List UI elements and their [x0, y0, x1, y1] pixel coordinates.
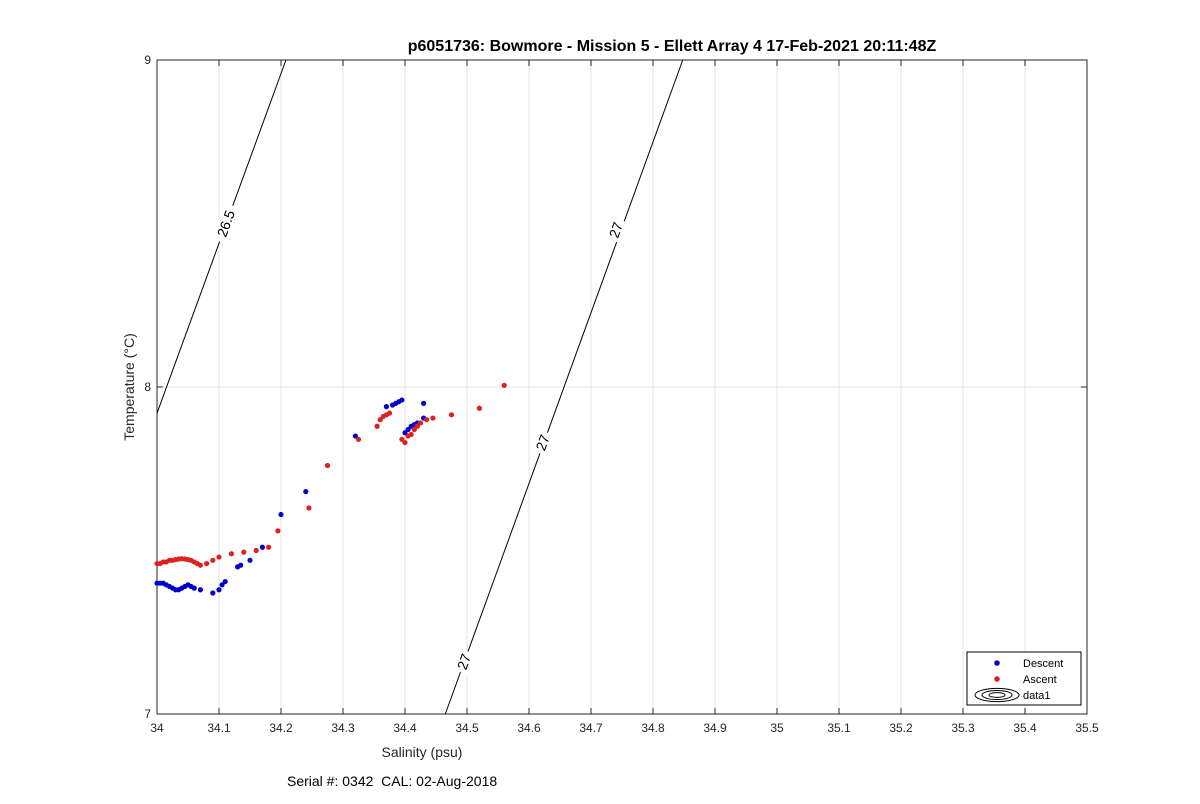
ascent-point: [210, 557, 216, 563]
descent-point: [399, 397, 405, 403]
ascent-point: [377, 417, 383, 423]
descent-point: [222, 578, 228, 585]
ascent-point: [355, 436, 362, 442]
descent-point: [402, 430, 408, 436]
ascent-point: [417, 420, 424, 426]
descent-point: [405, 426, 411, 433]
data-points: [154, 382, 507, 596]
legend-box: [966, 651, 1082, 706]
legend-label: data1: [1023, 690, 1051, 702]
legend: Descent Ascent data1: [966, 651, 1082, 706]
contour-label-bg: [531, 429, 554, 456]
descent-point: [216, 587, 222, 593]
ascent-point: [266, 544, 272, 550]
legend-contour-ring: [981, 690, 1013, 700]
ascent-point: [306, 505, 312, 511]
descent-point: [210, 590, 216, 596]
serial-cal-footer: Serial #: 0342 CAL: 02-Aug-2018: [287, 773, 498, 789]
descent-point: [238, 562, 244, 568]
ascent-point: [253, 547, 259, 554]
y-axis-label: Temperature (°C): [121, 333, 137, 441]
x-tick-label: 34.9: [703, 721, 727, 735]
ascent-point: [402, 439, 408, 446]
x-tick-label: 34: [150, 721, 164, 735]
descent-point: [219, 582, 225, 588]
ascent-point: [411, 426, 417, 433]
contour-label-bg: [452, 648, 476, 675]
descent-point: [197, 587, 203, 593]
descent-point: [259, 544, 265, 550]
contour-label: 27: [532, 432, 552, 452]
legend-label: Ascent: [1023, 674, 1057, 686]
ascent-point: [374, 423, 380, 429]
x-tick-label: 35: [770, 721, 784, 735]
y-tick-label: 8: [144, 380, 151, 394]
x-axis-label: Salinity (psu): [382, 744, 463, 760]
x-tick-label: 35.2: [889, 721, 913, 735]
descent-point: [278, 511, 284, 518]
x-tick-label: 34.1: [207, 721, 231, 735]
contour-label-bg: [604, 216, 628, 244]
ascent-point: [448, 412, 455, 418]
ascent-point: [228, 551, 234, 557]
grid: [156, 59, 1088, 715]
y-ticks: 7 8 9: [144, 53, 1087, 721]
x-tick-label: 34.7: [579, 721, 603, 735]
x-tick-label: 35.4: [1013, 721, 1037, 735]
series-ascent: [154, 382, 507, 568]
descent-point: [383, 404, 389, 410]
contour-label: 27: [606, 220, 626, 240]
ascent-point: [204, 560, 210, 567]
descent-point: [191, 585, 197, 591]
x-tick-label: 34.2: [269, 721, 293, 735]
ascent-point: [386, 410, 393, 416]
ascent-point: [414, 423, 420, 429]
x-tick-label: 35.5: [1075, 721, 1099, 735]
legend-contour-icon: [974, 687, 1020, 703]
x-tick-label: 35.3: [951, 721, 975, 735]
ascent-point: [275, 528, 281, 534]
contour-label-bg: [211, 202, 240, 245]
ascent-point: [197, 562, 203, 568]
legend-contour-ring: [974, 687, 1020, 703]
descent-point: [352, 433, 358, 439]
descent-point: [247, 557, 253, 563]
x-tick-label: 34.4: [393, 721, 417, 735]
ascent-point: [216, 554, 222, 560]
legend-label: Descent: [1023, 658, 1063, 670]
y-tick-label: 7: [144, 707, 151, 721]
legend-contour-ring: [988, 692, 1006, 698]
ascent-point: [476, 405, 482, 411]
descent-point: [303, 489, 309, 495]
contour-label: 27: [454, 651, 474, 671]
contour-label: 26.5: [214, 208, 238, 239]
x-tick-label: 34.8: [641, 721, 665, 735]
x-tick-label: 34.6: [517, 721, 541, 735]
x-ticks: 34 34.1 34.2 34.3 34.4 34.5 34.6 34.7 34.8 34.9 35…: [150, 60, 1099, 735]
x-tick-label: 35.1: [827, 721, 851, 735]
ascent-point: [241, 549, 247, 555]
ascent-point: [501, 382, 507, 388]
x-tick-label: 34.5: [455, 721, 479, 735]
ascent-point: [408, 431, 414, 438]
ascent-point: [399, 436, 405, 442]
ascent-point: [430, 415, 436, 421]
legend-marker-descent: [994, 660, 1000, 666]
y-tick-label: 9: [144, 53, 151, 67]
ascent-point: [324, 462, 331, 469]
descent-point: [421, 400, 427, 406]
x-tick-label: 34.3: [331, 721, 355, 735]
density-contours: 26.5 27 27 27: [156, 59, 684, 715]
series-descent: [154, 397, 427, 596]
ascent-point: [424, 417, 430, 423]
legend-marker-ascent: [994, 676, 1000, 682]
isopycnal-line: [444, 59, 684, 715]
chart-title: p6051736: Bowmore - Mission 5 - Ellett A…: [408, 38, 937, 55]
